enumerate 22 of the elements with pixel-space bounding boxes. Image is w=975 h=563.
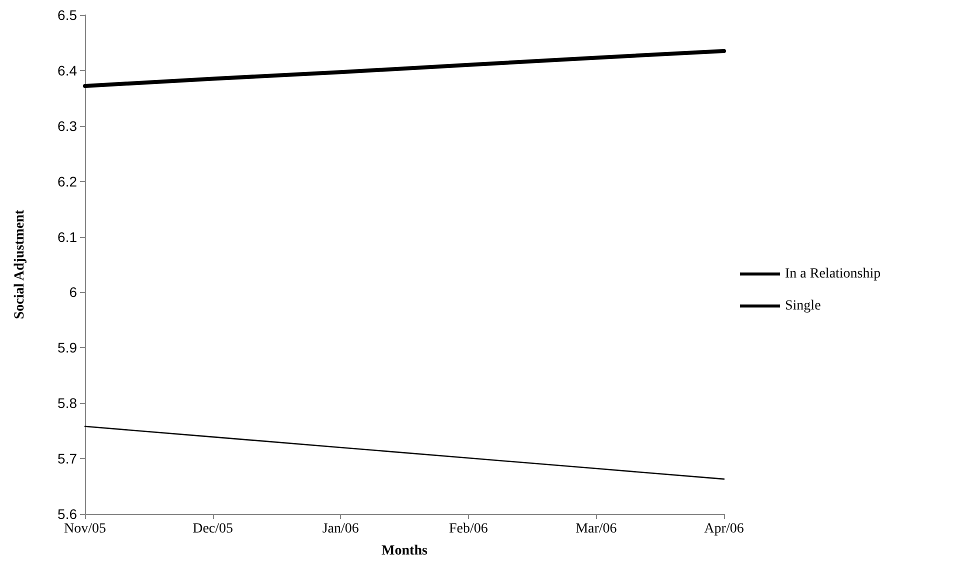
line-series bbox=[84, 426, 725, 480]
x-axis-title: Months bbox=[382, 544, 428, 558]
x-tick-label: Feb/06 bbox=[448, 522, 488, 536]
y-tick-label: 6.3 bbox=[58, 118, 78, 134]
y-tick-label: 6.1 bbox=[58, 228, 78, 245]
y-tick-label: 6.2 bbox=[58, 173, 78, 190]
legend-label: Single bbox=[785, 298, 821, 314]
line-series bbox=[83, 49, 726, 88]
x-tick-label: Apr/06 bbox=[704, 522, 744, 536]
x-tick-label: Nov/05 bbox=[64, 522, 106, 536]
y-tick-label: 6 bbox=[69, 284, 78, 300]
legend-label: In a Relationship bbox=[785, 266, 881, 282]
y-tick-label: 5.6 bbox=[58, 506, 78, 522]
y-axis-title: Social Adjustment bbox=[12, 210, 28, 320]
x-tick-label: Mar/06 bbox=[576, 522, 617, 536]
x-tick-label: Dec/05 bbox=[192, 522, 234, 536]
x-tick-label: Jan/06 bbox=[322, 522, 359, 536]
y-tick-label: 5.7 bbox=[58, 450, 78, 467]
y-tick-label: 5.9 bbox=[58, 340, 78, 356]
y-tick-label: 6.4 bbox=[58, 62, 78, 78]
y-tick-label: 6.5 bbox=[58, 7, 78, 23]
y-tick-label: 5.8 bbox=[58, 395, 78, 412]
